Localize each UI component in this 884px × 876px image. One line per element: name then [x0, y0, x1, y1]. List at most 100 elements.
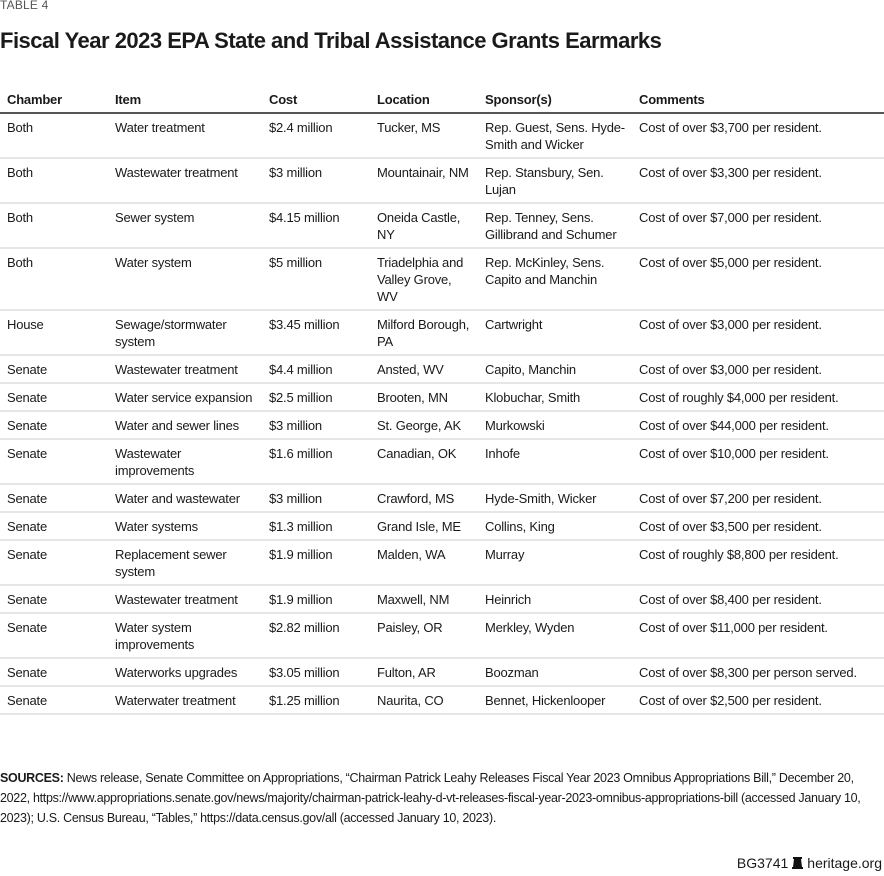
cell-location: Milford Borough, PA [370, 310, 478, 356]
cell-item: Water treatment [108, 113, 262, 159]
report-code: BG3741 [736, 855, 789, 871]
table-row: Both Water treatment $2.4 million Tucker, M… [0, 113, 884, 159]
footer: BG3741 heritage.org [737, 855, 882, 871]
cell-chamber: Senate [0, 383, 108, 412]
table-row: Senate Waterwater treatment $1.25 million N… [0, 686, 884, 715]
cell-comments: Cost of over $7,200 per resident. [632, 484, 884, 513]
column-header-item: Item [108, 86, 262, 114]
cell-sponsors: Klobuchar, Smith [478, 383, 632, 412]
cell-comments: Cost of over $7,000 per resident. [632, 203, 884, 249]
table-row: Senate Wastewater treatment $4.4 million An… [0, 355, 884, 384]
cell-cost: $1.25 million [262, 686, 370, 715]
header-row: Chamber Item Cost Location Sponsor(s) Comment… [0, 86, 884, 114]
cell-cost: $3 million [262, 411, 370, 440]
cell-location: Tucker, MS [370, 113, 478, 159]
cell-item: Sewage/stormwater system [108, 310, 262, 356]
cell-cost: $3.05 million [262, 658, 370, 687]
cell-location: Maxwell, NM [370, 585, 478, 614]
cell-cost: $1.9 million [262, 540, 370, 586]
cell-location: Oneida Castle, NY [370, 203, 478, 249]
cell-item: Water systems [108, 512, 262, 541]
cell-item: Water system [108, 248, 262, 311]
cell-location: Naurita, CO [370, 686, 478, 715]
cell-item: Waterwater treatment [108, 686, 262, 715]
cell-sponsors: Rep. McKinley, Sens. Capito and Manchin [478, 248, 632, 311]
cell-cost: $3 million [262, 484, 370, 513]
cell-location: Fulton, AR [370, 658, 478, 687]
cell-item: Wastewater treatment [108, 355, 262, 384]
cell-comments: Cost of over $3,500 per resident. [632, 512, 884, 541]
table-row: Senate Replacement sewer system $1.9 milli… [0, 540, 884, 586]
cell-location: Triadelphia and Valley Grove, WV [370, 248, 478, 311]
cell-comments: Cost of over $10,000 per resident. [632, 439, 884, 485]
cell-location: Brooten, MN [370, 383, 478, 412]
cell-chamber: Senate [0, 512, 108, 541]
cell-chamber: Senate [0, 439, 108, 485]
cell-cost: $1.9 million [262, 585, 370, 614]
column-header-chamber: Chamber [0, 86, 108, 114]
sources-note: SOURCES: News release, Senate Committee … [0, 768, 884, 828]
cell-location: St. George, AK [370, 411, 478, 440]
cell-chamber: Senate [0, 484, 108, 513]
table-row: Senate Water and sewer lines $3 million St.… [0, 411, 884, 440]
cell-sponsors: Murray [478, 540, 632, 586]
cell-item: Water service expansion [108, 383, 262, 412]
cell-comments: Cost of over $5,000 per resident. [632, 248, 884, 311]
cell-sponsors: Inhofe [478, 439, 632, 485]
cell-chamber: Senate [0, 355, 108, 384]
cell-chamber: Senate [0, 540, 108, 586]
cell-location: Ansted, WV [370, 355, 478, 384]
cell-item: Replacement sewer system [108, 540, 262, 586]
cell-cost: $5 million [262, 248, 370, 311]
cell-comments: Cost of over $8,400 per resident. [632, 585, 884, 614]
cell-chamber: Senate [0, 686, 108, 715]
cell-chamber: House [0, 310, 108, 356]
cell-sponsors: Bennet, Hickenlooper [478, 686, 632, 715]
cell-cost: $3 million [262, 158, 370, 204]
cell-location: Mountainair, NM [370, 158, 478, 204]
cell-comments: Cost of over $3,000 per resident. [632, 355, 884, 384]
sources-label: SOURCES: [0, 771, 64, 785]
cell-location: Grand Isle, ME [370, 512, 478, 541]
table-row: Both Wastewater treatment $3 million Mounta… [0, 158, 884, 204]
column-header-cost: Cost [262, 86, 370, 114]
table-row: Senate Water systems $1.3 million Grand Isl… [0, 512, 884, 541]
cell-item: Wastewater improvements [108, 439, 262, 485]
table-label: TABLE 4 [0, 0, 49, 12]
cell-item: Water and sewer lines [108, 411, 262, 440]
cell-sponsors: Murkowski [478, 411, 632, 440]
cell-comments: Cost of over $3,700 per resident. [632, 113, 884, 159]
cell-sponsors: Capito, Manchin [478, 355, 632, 384]
table-row: Senate Wastewater improvements $1.6 millio… [0, 439, 884, 485]
table-row: Senate Wastewater treatment $1.9 million Ma… [0, 585, 884, 614]
table-row: Senate Water service expansion $2.5 millio… [0, 383, 884, 412]
cell-comments: Cost of over $11,000 per resident. [632, 613, 884, 659]
cell-comments: Cost of over $2,500 per resident. [632, 686, 884, 715]
cell-comments: Cost of over $44,000 per resident. [632, 411, 884, 440]
site-link[interactable]: heritage.org [807, 855, 882, 871]
cell-comments: Cost of over $3,300 per resident. [632, 158, 884, 204]
cell-sponsors: Heinrich [478, 585, 632, 614]
cell-sponsors: Rep. Stansbury, Sen. Lujan [478, 158, 632, 204]
cell-location: Paisley, OR [370, 613, 478, 659]
cell-chamber: Both [0, 203, 108, 249]
cell-item: Water system improvements [108, 613, 262, 659]
cell-cost: $4.15 million [262, 203, 370, 249]
cell-sponsors: Merkley, Wyden [478, 613, 632, 659]
table-row: Both Water system $5 million Triadelphia an… [0, 248, 884, 311]
cell-chamber: Senate [0, 411, 108, 440]
cell-item: Waterworks upgrades [108, 658, 262, 687]
cell-cost: $2.4 million [262, 113, 370, 159]
earmarks-table: Chamber Item Cost Location Sponsor(s) Comment… [0, 86, 884, 715]
cell-chamber: Senate [0, 613, 108, 659]
column-header-location: Location [370, 86, 478, 114]
cell-item: Wastewater treatment [108, 585, 262, 614]
cell-location: Malden, WA [370, 540, 478, 586]
table-row: Senate Waterworks upgrades $3.05 million Fu… [0, 658, 884, 687]
cell-sponsors: Collins, King [478, 512, 632, 541]
cell-item: Water and wastewater [108, 484, 262, 513]
cell-location: Crawford, MS [370, 484, 478, 513]
liberty-bell-icon [792, 857, 804, 869]
cell-comments: Cost of over $8,300 per person served. [632, 658, 884, 687]
cell-sponsors: Hyde-Smith, Wicker [478, 484, 632, 513]
